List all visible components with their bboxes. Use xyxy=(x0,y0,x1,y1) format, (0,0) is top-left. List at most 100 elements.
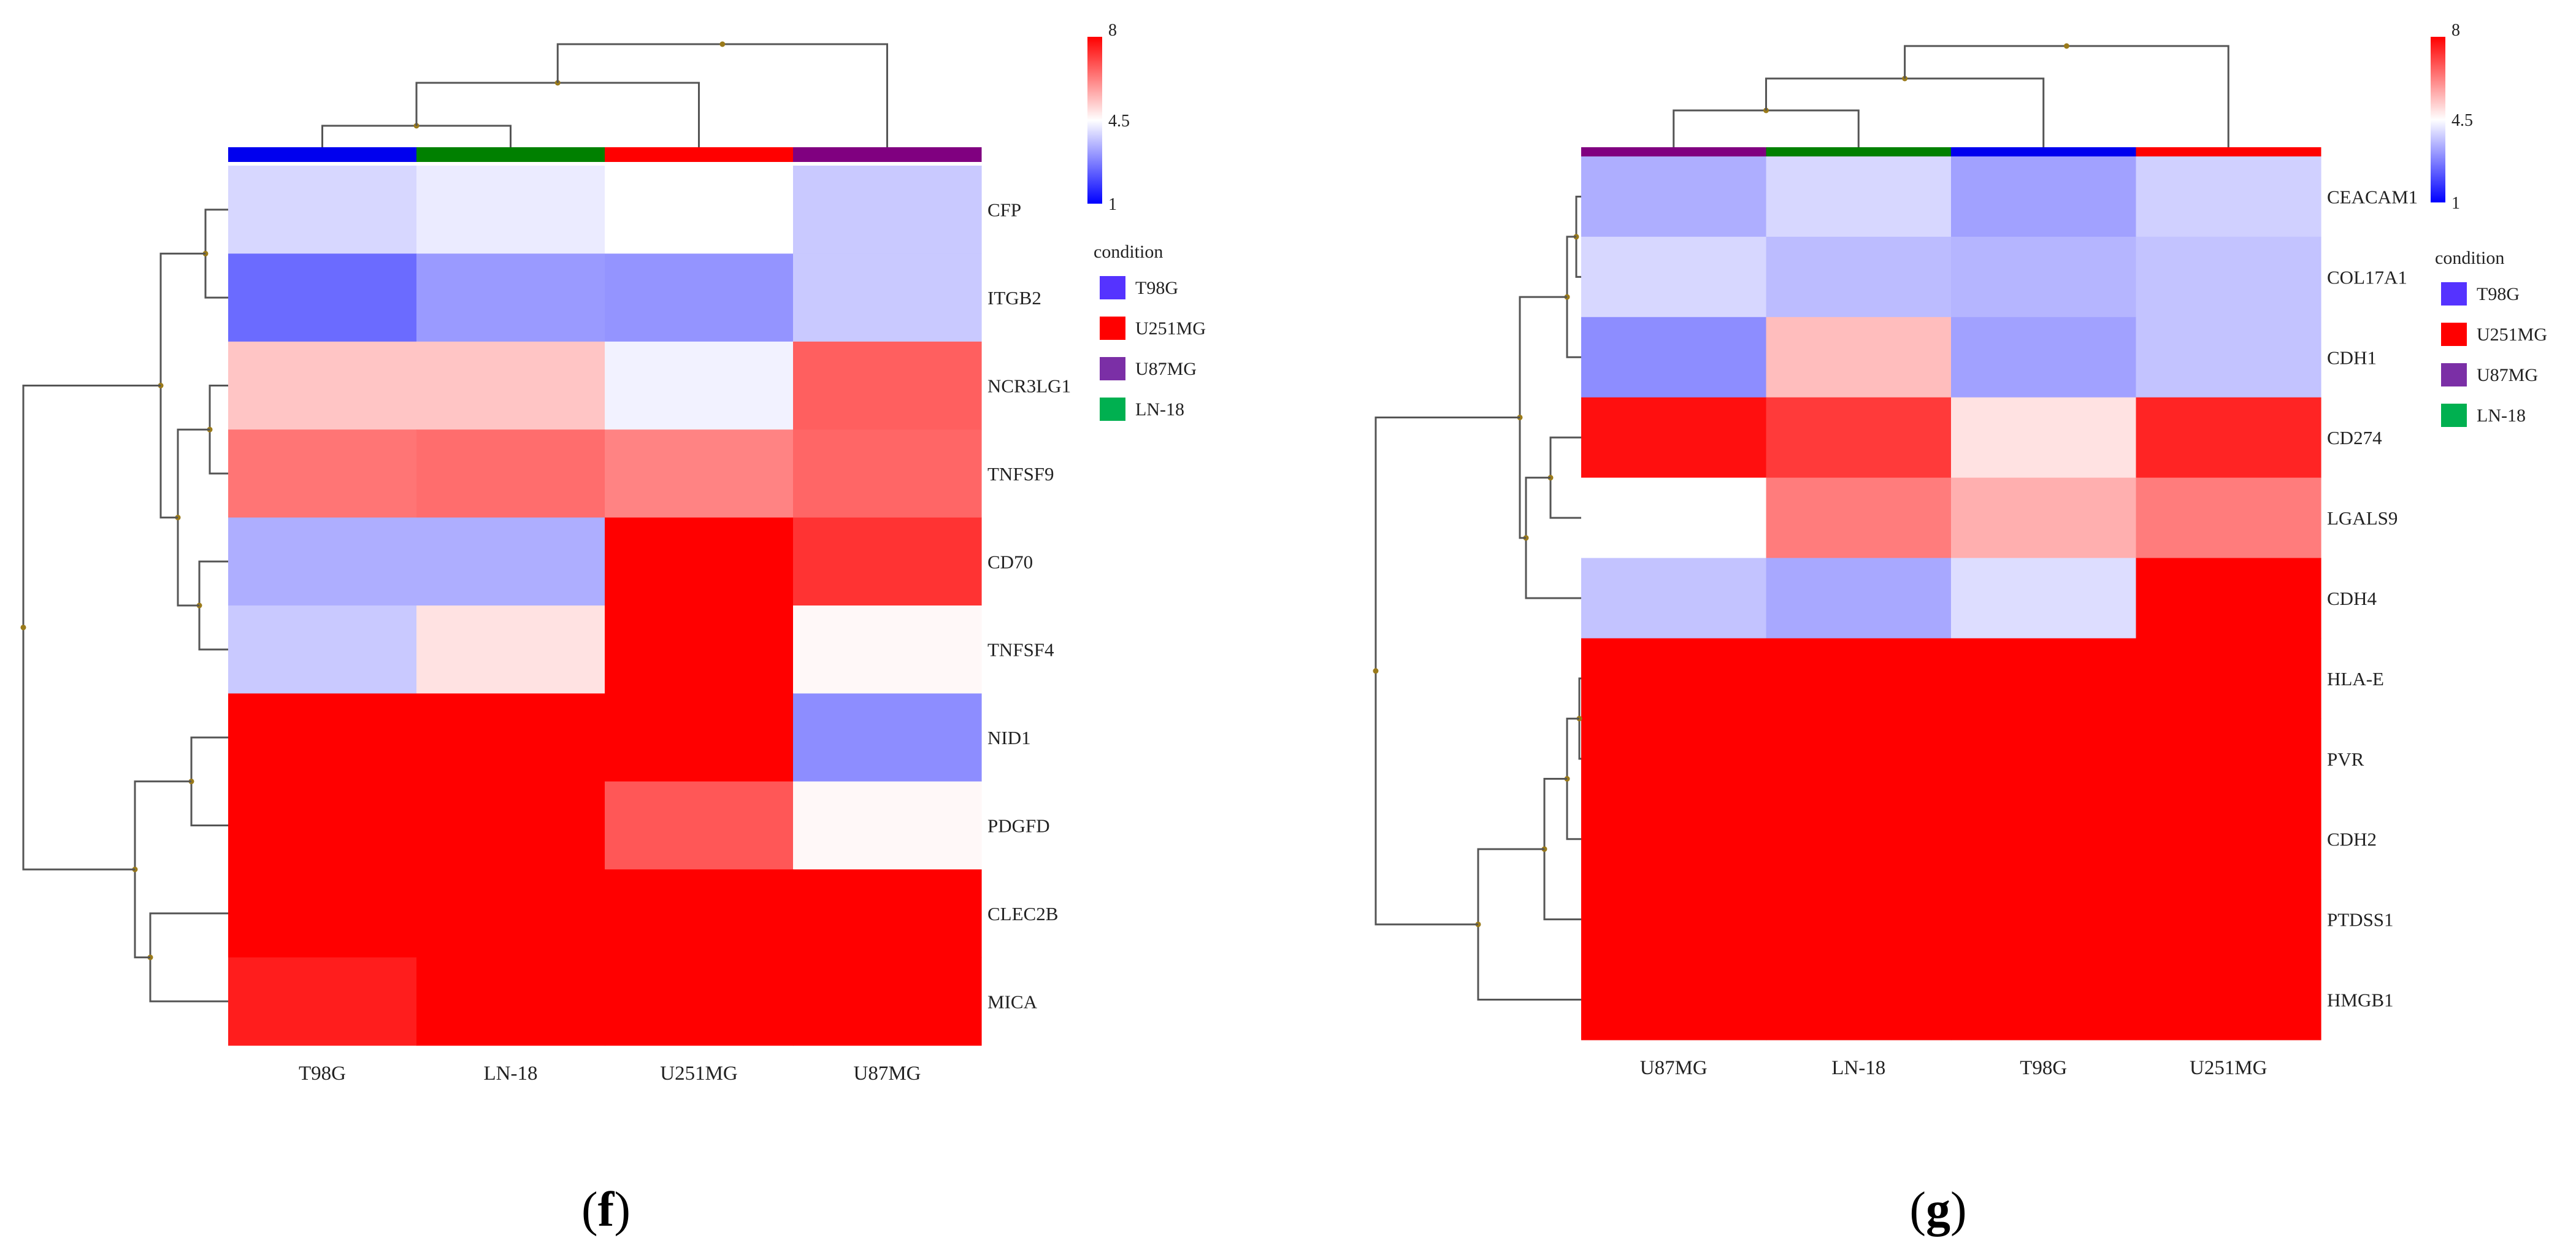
row-label: PTDSS1 xyxy=(2327,909,2394,931)
heatmap-cell xyxy=(228,253,417,342)
heatmap-cell xyxy=(2136,638,2321,719)
row-dendrogram-branch xyxy=(204,209,228,299)
heatmap-cell xyxy=(416,253,605,342)
heatmap-cell xyxy=(228,957,417,1046)
legend-swatch xyxy=(1100,317,1125,340)
heatmap-cell xyxy=(2136,718,2321,799)
heatmap-cell xyxy=(1766,156,1952,237)
heatmap-cell xyxy=(1951,638,2137,719)
row-dendrogram-branch xyxy=(22,385,161,871)
heatmap-cell xyxy=(228,781,417,870)
condition-legend: condition T98G U251MG U87MG LN-18 xyxy=(1094,242,1206,421)
heatmap-cell xyxy=(1951,799,2137,880)
scale-mid-label: 4.5 xyxy=(2451,111,2473,130)
legend-title: condition xyxy=(2435,248,2504,268)
heatmap-cell xyxy=(605,341,794,430)
column-label: U87MG xyxy=(1640,1057,1708,1079)
row-label: CFP xyxy=(987,199,1021,221)
column-annotation-bar xyxy=(605,147,794,162)
column-annotation-bar xyxy=(793,147,982,162)
column-dendrogram-branch xyxy=(1904,45,2229,147)
scale-max-label: 8 xyxy=(1108,21,1117,40)
heatmap-cell xyxy=(1766,317,1952,398)
heatmap-cell xyxy=(228,429,417,518)
row-label: NID1 xyxy=(987,727,1031,748)
heatmap-cell xyxy=(1766,638,1952,719)
row-dendrogram-branch xyxy=(159,252,205,519)
heatmap-cell xyxy=(1581,156,1767,237)
row-label: COL17A1 xyxy=(2327,266,2407,288)
column-label: T98G xyxy=(2020,1057,2067,1079)
heatmap-cell xyxy=(1951,558,2137,639)
heatmap-cell xyxy=(1951,959,2137,1040)
row-dendrogram-branch xyxy=(1549,436,1581,519)
heatmap-cell xyxy=(605,429,794,518)
heatmap-cell xyxy=(793,869,982,958)
row-dendrogram-branch xyxy=(177,428,210,607)
row-label: ITGB2 xyxy=(987,287,1041,309)
heatmap-cell xyxy=(793,605,982,694)
column-dendrogram-branch xyxy=(1765,77,2045,147)
heatmap-cell xyxy=(793,517,982,606)
panel-label-close: ) xyxy=(1950,1183,1967,1237)
row-label: TNFSF9 xyxy=(987,463,1054,485)
heatmap-cell xyxy=(1766,718,1952,799)
color-scale-bar xyxy=(1087,37,1102,204)
heatmap-cell xyxy=(2136,156,2321,237)
legend-item-label: T98G xyxy=(2477,284,2520,304)
panel-label: (g) xyxy=(1909,1183,1966,1237)
heatmap-cell xyxy=(2136,236,2321,318)
column-annotation-bar xyxy=(228,147,417,162)
heatmap-cell xyxy=(605,957,794,1046)
heatmap-cell xyxy=(2136,317,2321,398)
heatmap-cell xyxy=(2136,879,2321,960)
heatmap-cell xyxy=(1581,236,1767,318)
heatmap-cell xyxy=(416,693,605,782)
row-label: CLEC2B xyxy=(987,903,1058,924)
legend-swatch xyxy=(2441,363,2467,386)
heatmap-cell xyxy=(605,693,794,782)
heatmap-cell xyxy=(1581,477,1767,559)
row-label: CD274 xyxy=(2327,427,2382,448)
row-label: HMGB1 xyxy=(2327,990,2394,1011)
legend-item-label: LN-18 xyxy=(2477,406,2526,426)
column-dendrogram-branch xyxy=(1673,109,1860,147)
row-label: CDH2 xyxy=(2327,829,2377,850)
row-label: CEACAM1 xyxy=(2327,186,2418,207)
panel-label: (f) xyxy=(581,1183,631,1237)
heatmap-cell xyxy=(1951,477,2137,559)
heatmap-cell xyxy=(228,341,417,430)
color-scale-bar xyxy=(2431,37,2445,202)
row-label: MICA xyxy=(987,991,1038,1012)
heatmap-cell xyxy=(416,517,605,606)
legend-swatch xyxy=(2441,404,2467,427)
heatmap-cell xyxy=(1581,397,1767,479)
row-label: PDGFD xyxy=(987,815,1050,837)
heatmap-cell xyxy=(416,429,605,518)
condition-legend: condition T98G U251MG U87MG LN-18 xyxy=(2435,248,2547,427)
scale-mid-label: 4.5 xyxy=(1108,112,1130,131)
column-dendrogram-node xyxy=(719,41,726,47)
heatmap-cell xyxy=(416,341,605,430)
legend-item-label: T98G xyxy=(1135,278,1178,298)
heatmap-cell xyxy=(1581,799,1767,880)
heatmap-cell xyxy=(793,429,982,518)
heatmap-cell xyxy=(228,693,417,782)
heatmap-cell xyxy=(2136,799,2321,880)
heatmap-cell xyxy=(1766,879,1952,960)
heatmap-cell xyxy=(1951,879,2137,960)
panel-label-letter: g xyxy=(1926,1183,1950,1237)
column-dendrogram-branch xyxy=(321,125,512,147)
column-annotation-bar xyxy=(416,147,605,162)
scale-min-label: 1 xyxy=(1108,195,1117,214)
heatmap-cell xyxy=(2136,558,2321,639)
row-dendrogram-branch xyxy=(190,736,228,826)
row-dendrogram-node xyxy=(1373,668,1379,674)
row-dendrogram xyxy=(20,209,228,1002)
legend-title: condition xyxy=(1094,242,1163,262)
panel-label-open: ( xyxy=(581,1183,598,1237)
color-scale: 84.51 xyxy=(1087,21,1130,214)
legend-swatch xyxy=(1100,398,1125,421)
heatmap-cell xyxy=(1581,879,1767,960)
